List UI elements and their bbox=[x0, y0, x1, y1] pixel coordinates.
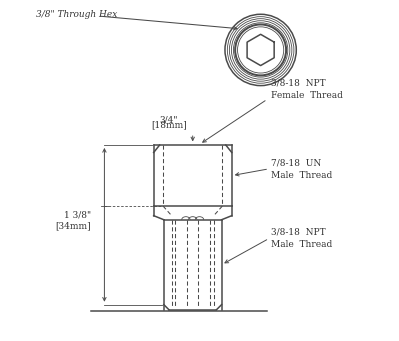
Text: 3/8" Through Hex: 3/8" Through Hex bbox=[36, 10, 118, 19]
Text: [34mm]: [34mm] bbox=[55, 221, 91, 230]
Text: 3/4": 3/4" bbox=[160, 116, 178, 125]
Text: 3/8-18  NPT
Female  Thread: 3/8-18 NPT Female Thread bbox=[271, 78, 343, 100]
Text: [18mm]: [18mm] bbox=[151, 120, 187, 129]
Text: 1 3/8": 1 3/8" bbox=[64, 211, 91, 220]
Text: 7/8-18  UN
Male  Thread: 7/8-18 UN Male Thread bbox=[271, 158, 332, 180]
Text: 3/8-18  NPT
Male  Thread: 3/8-18 NPT Male Thread bbox=[271, 228, 332, 249]
